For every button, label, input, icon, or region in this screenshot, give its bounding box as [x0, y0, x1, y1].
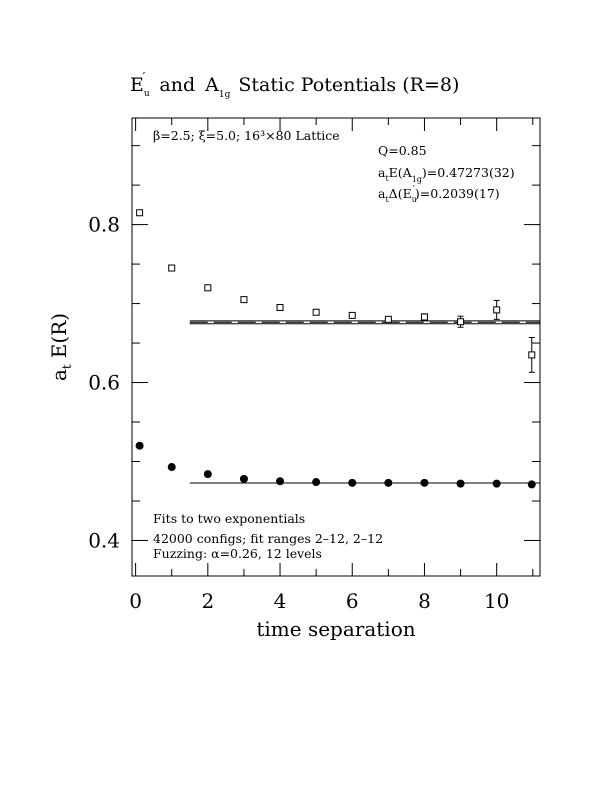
y-axis-label: at E(R) [47, 313, 74, 381]
data-point-square [493, 306, 501, 314]
eu-mid: Δ(E [389, 186, 412, 201]
eu-val: )=0.2039(17) [415, 186, 500, 201]
annotation-eu: atΔ(Eu′)=0.2039(17) [378, 185, 500, 204]
a1g-mid: E(A [389, 165, 413, 180]
annotation-configs: 42000 configs; fit ranges 2–12, 2–12 [153, 531, 383, 546]
title-e-sub: u [144, 89, 150, 99]
y-tick-label: 0.6 [88, 371, 120, 395]
data-point-square [348, 311, 356, 319]
title-e-main: E [130, 74, 144, 96]
data-point-square [204, 284, 212, 292]
x-axis-label: time separation [256, 617, 415, 641]
annotation-fuzz: Fuzzing: α=0.26, 12 levels [153, 546, 322, 561]
chart-title: Eu ′ and A1g Static Potentials (R=8) [130, 70, 459, 100]
data-point-circle [492, 479, 501, 488]
plot-frame [131, 117, 541, 577]
y-tick-label: 0.8 [88, 213, 120, 237]
data-point-circle [348, 478, 357, 487]
title-and: and [159, 74, 195, 96]
annotation-fits: Fits to two exponentials [153, 511, 305, 526]
data-point-circle [239, 474, 248, 483]
data-point-circle [527, 480, 536, 489]
eu-prime: ′ [413, 185, 415, 195]
data-point-square [136, 209, 144, 217]
x-tick-label: 0 [129, 589, 142, 613]
a1g-val: )=0.47273(32) [422, 165, 515, 180]
a1g-t: t [385, 174, 389, 183]
title-a-main: A [204, 74, 219, 96]
title-e-prime: ′ [143, 70, 146, 84]
x-tick-label: 8 [418, 589, 431, 613]
data-point-square [420, 313, 428, 321]
annotation-a1g: atE(A1g)=0.47273(32) [378, 165, 515, 184]
data-points [135, 209, 536, 489]
data-point-square [240, 296, 248, 304]
x-tick-label: 4 [274, 589, 287, 613]
axis-ticks [132, 118, 540, 576]
data-point-circle [456, 479, 465, 488]
y-tick-label: 0.4 [88, 528, 120, 552]
eu-sub: u [412, 195, 417, 204]
data-point-square [528, 351, 536, 359]
data-point-square [168, 264, 176, 272]
data-point-circle [276, 477, 285, 486]
x-tick-labels: 0 2 4 6 8 10 [129, 589, 509, 613]
data-point-square [384, 315, 392, 323]
annotation-lattice: β=2.5; ξ=5.0; 16³×80 Lattice [153, 128, 340, 143]
y-label-a: a [47, 369, 71, 381]
data-point-circle [135, 441, 144, 450]
annotation-q: Q=0.85 [378, 143, 427, 158]
a1g-pre: a [378, 165, 386, 180]
fit-lines [189, 320, 540, 484]
x-tick-label: 6 [346, 589, 359, 613]
eu-t: t [385, 195, 389, 204]
title-rest: Static Potentials (R=8) [238, 74, 459, 96]
y-label-rest: E(R) [47, 313, 71, 358]
a1g-sub: 1g [412, 175, 422, 184]
data-point-square [457, 318, 465, 326]
y-tick-labels: 0.4 0.6 0.8 [88, 213, 120, 553]
data-point-circle [312, 478, 321, 487]
data-point-square [276, 304, 284, 312]
eu-pre: a [378, 186, 386, 201]
data-point-square [312, 308, 320, 316]
data-point-circle [420, 478, 429, 487]
data-point-circle [384, 478, 393, 487]
x-tick-label: 2 [201, 589, 214, 613]
x-tick-label: 10 [484, 589, 509, 613]
title-a-sub: 1g [219, 90, 231, 100]
data-point-circle [167, 463, 176, 472]
y-label-t: t [60, 364, 74, 369]
data-point-circle [203, 470, 212, 479]
